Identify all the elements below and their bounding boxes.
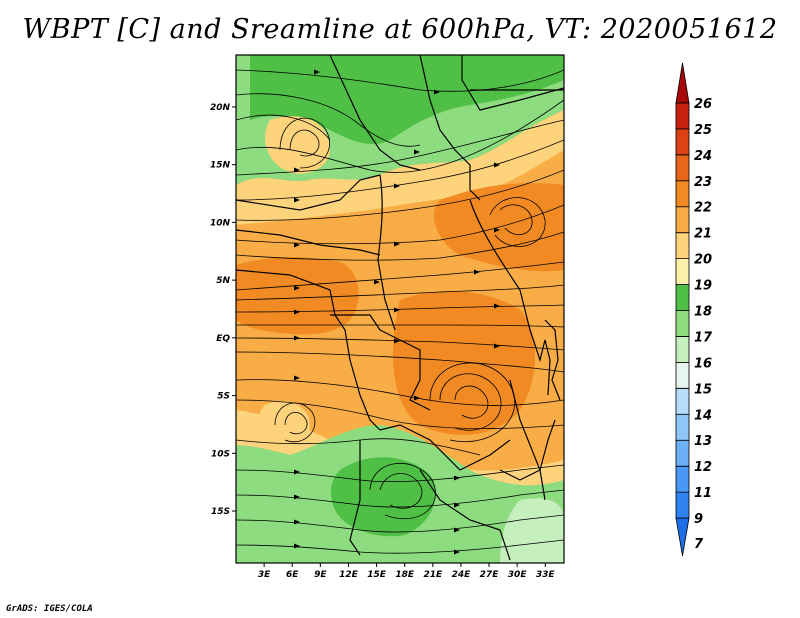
lat-tick-label: 5S [217, 392, 230, 402]
colorbar-swatch [675, 517, 690, 557]
colorbar-swatch [675, 232, 690, 260]
wbpt-fill-20-north [236, 110, 564, 225]
colorbar-label: 20 [694, 253, 712, 268]
colorbar-swatch [675, 284, 690, 311]
lon-tick-label: 27E [480, 570, 500, 580]
colorbar: 7 9 11 12 13 14 15 16 17 18 19 20 21 22 23 24 25 26 [675, 62, 713, 557]
lon-tick-label: 21E [423, 570, 443, 580]
wbpt-fill-22-west [236, 257, 359, 335]
colorbar-label: 19 [694, 279, 712, 294]
lon-tick-label: 15E [367, 570, 387, 580]
grads-credit: GrADS: IGES/COLA [6, 604, 93, 614]
colorbar-swatch [675, 439, 690, 467]
coastlines [236, 55, 564, 561]
lat-tick-label: 10S [211, 449, 230, 459]
colorbar-label: 13 [694, 434, 712, 449]
colorbar-label: 26 [694, 97, 712, 112]
longitude-axis: 3E 6E 9E 12E 15E 18E 21E 24E 27E 30E 33E [258, 563, 556, 580]
colorbar-label: 22 [694, 201, 712, 216]
colorbar-label: 16 [694, 356, 712, 371]
colorbar-label: 11 [694, 486, 712, 501]
colorbar-swatch [675, 465, 690, 493]
colorbar-swatch [675, 387, 690, 415]
colorbar-label: 23 [694, 175, 712, 190]
colorbar-label: 24 [694, 149, 712, 164]
colorbar-swatch [675, 491, 690, 519]
wbpt-field [236, 55, 564, 563]
streamline-arrows [294, 69, 500, 555]
colorbar-swatch [675, 361, 690, 389]
colorbar-swatch [675, 413, 690, 441]
colorbar-swatch [675, 336, 690, 363]
colorbar-swatch [675, 180, 690, 208]
colorbar-swatch [675, 258, 690, 285]
lat-tick-label: 15S [211, 507, 230, 517]
lon-tick-label: 12E [339, 570, 359, 580]
map-title: WBPT [C] and Sreamline at 600hPa, VT: 20… [22, 14, 778, 45]
colorbar-swatch [675, 102, 690, 130]
lon-tick-label: 30E [508, 570, 528, 580]
lon-tick-label: 33E [536, 570, 556, 580]
colorbar-label: 7 [694, 537, 704, 552]
lat-tick-label: 20N [210, 103, 231, 113]
lon-tick-label: 24E [452, 570, 472, 580]
streamlines [236, 69, 564, 554]
lon-tick-label: 6E [286, 570, 299, 580]
colorbar-label: 14 [694, 408, 712, 423]
colorbar-swatch [675, 62, 690, 104]
lat-tick-label: 15N [210, 161, 231, 171]
colorbar-label: 18 [694, 305, 712, 320]
colorbar-label: 21 [694, 227, 712, 242]
colorbar-label: 12 [694, 460, 712, 475]
colorbar-label: 9 [694, 512, 703, 527]
colorbar-label: 25 [694, 123, 712, 138]
lon-tick-label: 9E [314, 570, 327, 580]
wbpt-fill-18-south [330, 457, 436, 537]
colorbar-label: 17 [694, 330, 713, 345]
lon-tick-label: 18E [395, 570, 415, 580]
colorbar-label: 15 [694, 382, 712, 397]
lat-tick-label: 5N [216, 276, 230, 286]
colorbar-swatch [675, 206, 690, 234]
lon-tick-label: 3E [258, 570, 271, 580]
colorbar-swatch [675, 154, 690, 182]
map-frame [235, 54, 565, 564]
wbpt-fill-16-se [500, 498, 564, 563]
latitude-axis: 20N 15N 10N 5N EQ 5S 10S 15S [210, 103, 236, 517]
colorbar-swatch [675, 310, 690, 337]
colorbar-swatch [675, 128, 690, 156]
wbpt-fill-20-vortex [265, 116, 330, 174]
lat-tick-label: 10N [210, 218, 231, 228]
lat-tick-label: EQ [216, 334, 230, 344]
